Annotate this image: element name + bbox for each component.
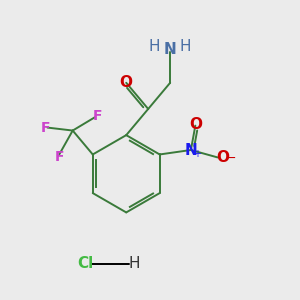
Text: H: H: [149, 39, 160, 54]
Text: F: F: [93, 109, 102, 123]
Text: H: H: [180, 39, 191, 54]
Text: Cl: Cl: [77, 256, 94, 271]
Text: F: F: [55, 150, 64, 164]
Text: −: −: [226, 152, 236, 165]
Text: N: N: [184, 142, 197, 158]
Text: F: F: [40, 121, 50, 135]
Text: O: O: [120, 75, 133, 90]
Text: +: +: [194, 149, 201, 160]
Text: H: H: [129, 256, 140, 271]
Text: O: O: [216, 150, 229, 165]
Text: O: O: [189, 117, 202, 132]
Text: N: N: [164, 42, 176, 57]
